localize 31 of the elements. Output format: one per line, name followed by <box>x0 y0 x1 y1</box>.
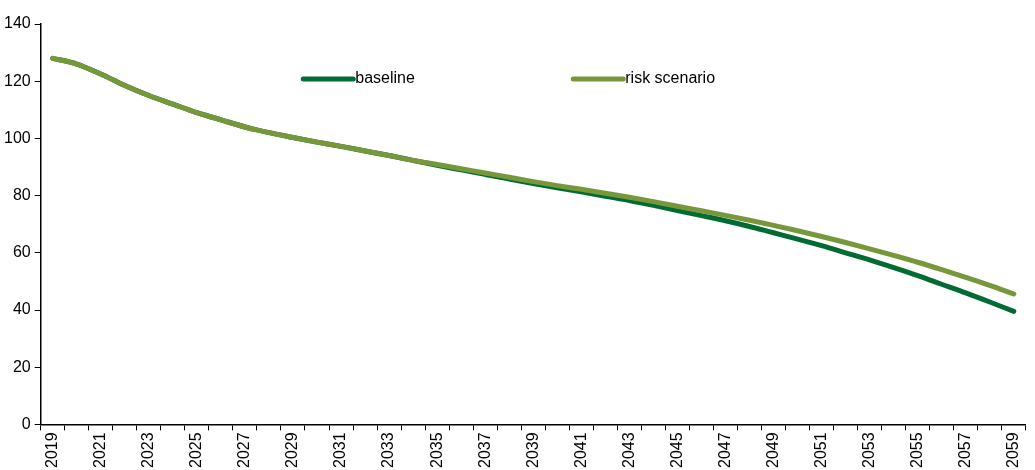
x-tick-label: 2053 <box>860 432 878 468</box>
y-tick-label: 120 <box>3 71 31 89</box>
x-tick-label: 2057 <box>956 432 974 468</box>
x-tick-label: 2043 <box>619 432 637 468</box>
x-tick-label: 2049 <box>763 432 781 468</box>
x-tick-label: 2039 <box>523 432 541 468</box>
y-tick-label: 140 <box>3 14 31 32</box>
x-tick-label: 2019 <box>43 432 61 468</box>
x-tick-label: 2041 <box>571 432 589 468</box>
y-tick-label: 60 <box>12 243 31 261</box>
x-tick-label: 2021 <box>91 432 109 468</box>
y-tick-label: 100 <box>3 128 31 146</box>
x-tick-label: 2035 <box>427 432 445 468</box>
x-tick-label: 2027 <box>235 432 253 468</box>
y-tick-label: 40 <box>12 300 31 318</box>
x-tick-label: 2025 <box>187 432 205 468</box>
legend-label: risk scenario <box>625 69 716 87</box>
x-tick-label: 2037 <box>475 432 493 468</box>
y-tick-label: 80 <box>12 186 31 204</box>
x-tick-label: 2023 <box>139 432 157 468</box>
x-tick-label: 2059 <box>1004 432 1022 468</box>
x-tick-label: 2047 <box>715 432 733 468</box>
y-tick-label: 20 <box>12 357 31 375</box>
x-tick-label: 2031 <box>331 432 349 468</box>
x-tick-label: 2045 <box>667 432 685 468</box>
x-tick-label: 2033 <box>379 432 397 468</box>
x-tick-label: 2055 <box>908 432 926 468</box>
legend-label: baseline <box>355 69 415 87</box>
x-tick-label: 2051 <box>811 432 829 468</box>
y-tick-label: 0 <box>21 414 31 432</box>
x-tick-label: 2029 <box>283 432 301 468</box>
